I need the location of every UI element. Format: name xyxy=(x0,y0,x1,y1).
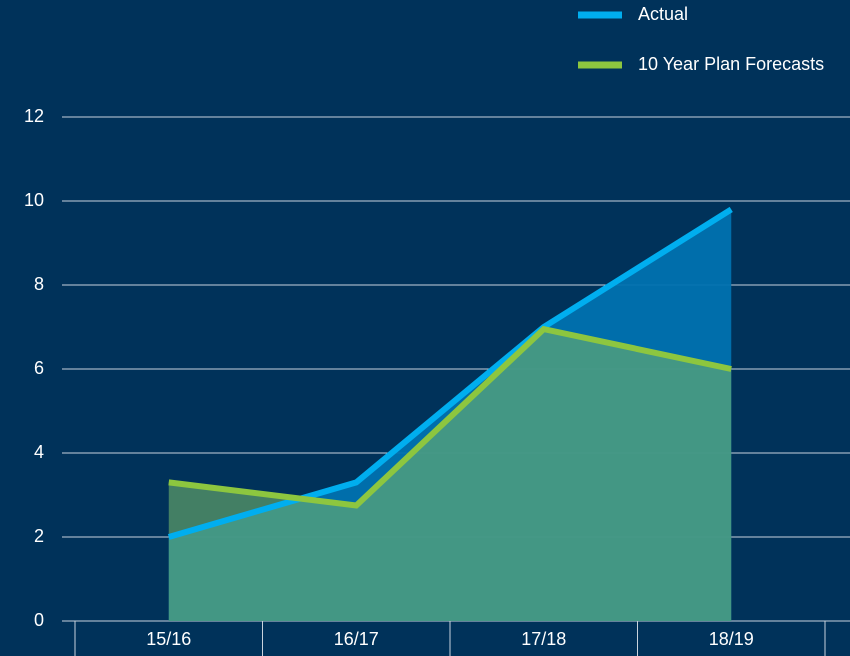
legend-label: Actual xyxy=(638,4,688,24)
y-tick-label: 6 xyxy=(34,358,44,378)
y-tick-label: 8 xyxy=(34,274,44,294)
y-tick-label: 0 xyxy=(34,610,44,630)
area xyxy=(168,329,732,621)
y-tick-label: 10 xyxy=(24,190,44,210)
y-tick-label: 12 xyxy=(24,106,44,126)
y-tick-label: 2 xyxy=(34,526,44,546)
y-tick-label: 4 xyxy=(34,442,44,462)
x-tick-label: 18/19 xyxy=(709,629,754,649)
x-tick-label: 17/18 xyxy=(521,629,566,649)
legend-label: 10 Year Plan Forecasts xyxy=(638,54,824,74)
line xyxy=(167,206,733,540)
x-tick-label: 15/16 xyxy=(146,629,191,649)
x-tick-label: 16/17 xyxy=(334,629,379,649)
line xyxy=(168,325,732,509)
